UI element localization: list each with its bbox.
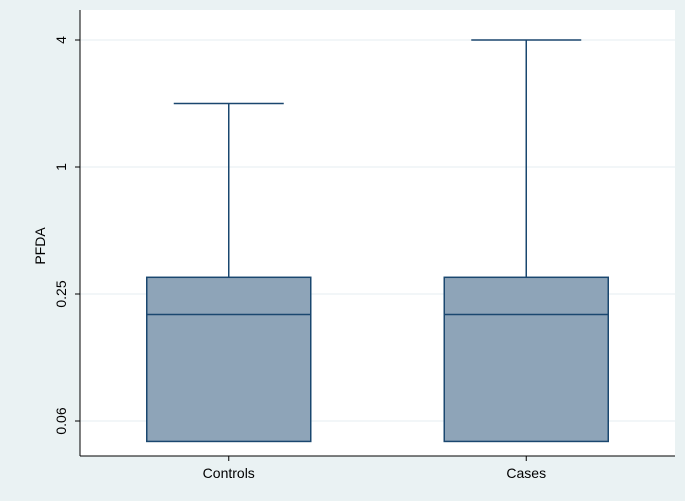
iqr-box [146, 276, 312, 443]
x-ticks: Controls Cases [203, 456, 546, 481]
iqr-box [443, 276, 609, 443]
x-tick-label-0: Controls [203, 465, 255, 481]
y-ticks: 0.06 0.25 1 4 [53, 36, 80, 435]
y-tick-label-0: 0.06 [53, 407, 69, 434]
y-tick-label-3: 4 [53, 36, 69, 44]
y-tick-label-2: 1 [53, 163, 69, 171]
y-tick-label-1: 0.25 [53, 280, 69, 307]
box-controls [146, 102, 312, 443]
y-axis-title: PFDA [32, 227, 48, 265]
box-cases [443, 39, 609, 443]
boxes [146, 39, 609, 443]
x-tick-label-1: Cases [506, 465, 546, 481]
